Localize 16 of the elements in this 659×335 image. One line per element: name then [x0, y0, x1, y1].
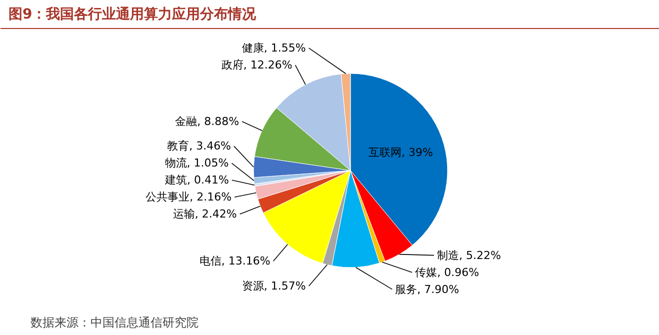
slice-label: 政府, 12.26% [221, 58, 292, 72]
slice-label: 建筑, 0.41% [164, 174, 229, 187]
chart-title: 图9：我国各行业通用算力应用分布情况 [8, 6, 258, 22]
slice-label: 健康, 1.55% [242, 42, 306, 55]
source-note: 数据来源：中国信息通信研究院 [30, 316, 198, 330]
slice-label: 互联网, 39% [368, 146, 433, 159]
slice-label: 公共事业, 2.16% [146, 190, 232, 204]
slice-label: 服务, 7.90% [395, 282, 460, 296]
slice-label: 教育, 3.46% [167, 140, 232, 153]
slice-label: 金融, 8.88% [175, 115, 240, 128]
slice-label: 物流, 1.05% [164, 156, 229, 170]
slice-label: 资源, 1.57% [242, 280, 306, 293]
slice-label: 运输, 2.42% [172, 208, 237, 221]
slice-label: 电信, 13.16% [199, 254, 270, 268]
slice-label: 制造, 5.22% [436, 248, 501, 262]
slice-label: 传媒, 0.96% [415, 266, 480, 279]
